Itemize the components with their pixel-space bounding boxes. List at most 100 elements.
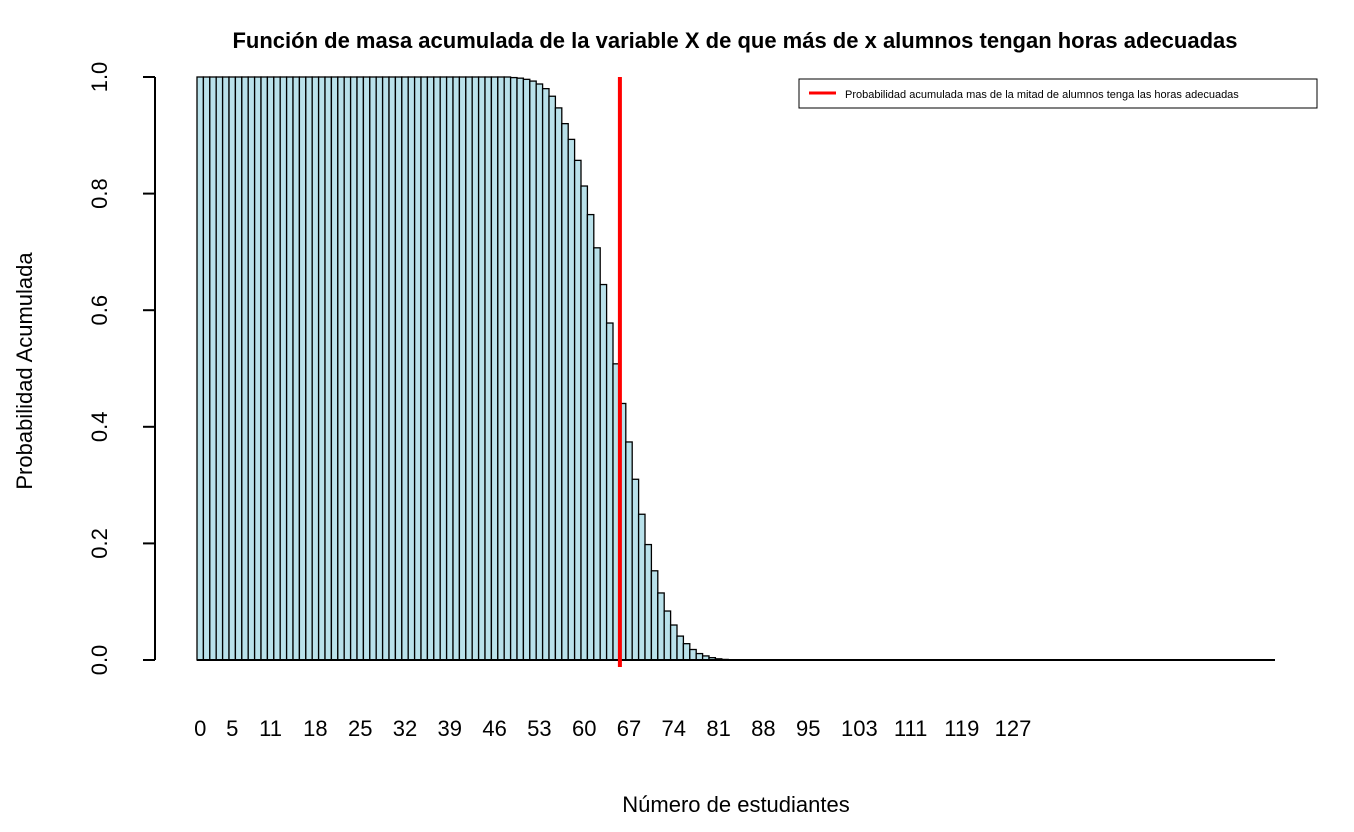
x-tick-label-4: 25 <box>348 716 372 741</box>
bar-0 <box>197 77 203 660</box>
bar-26 <box>363 77 369 660</box>
bar-42 <box>466 77 472 660</box>
bar-54 <box>543 89 549 660</box>
bar-35 <box>421 77 427 660</box>
bar-40 <box>453 77 459 660</box>
bar-11 <box>267 77 273 660</box>
x-tick-label-8: 53 <box>527 716 551 741</box>
bar-56 <box>555 108 561 660</box>
bars-group <box>197 77 747 660</box>
bar-69 <box>639 514 645 660</box>
bar-52 <box>530 81 536 660</box>
bar-61 <box>587 215 593 660</box>
bar-49 <box>511 78 517 660</box>
x-tick-label-11: 74 <box>662 716 686 741</box>
x-tick-label-16: 111 <box>894 716 927 741</box>
bar-63 <box>600 285 606 660</box>
x-tick-label-2: 11 <box>259 716 282 741</box>
bar-16 <box>299 77 305 660</box>
bar-51 <box>523 79 529 660</box>
bar-55 <box>549 96 555 660</box>
legend: Probabilidad acumulada mas de la mitad d… <box>799 79 1317 108</box>
bar-64 <box>607 323 613 660</box>
bar-34 <box>415 77 421 660</box>
bar-5 <box>229 77 235 660</box>
bar-17 <box>306 77 312 660</box>
y-axis-label: Probabilidad Acumulada <box>12 252 37 490</box>
legend-label: Probabilidad acumulada mas de la mitad d… <box>845 89 1239 101</box>
bar-53 <box>536 84 542 660</box>
x-axis-label: Número de estudiantes <box>622 792 849 817</box>
bar-8 <box>248 77 254 660</box>
y-tick-label-0: 0.0 <box>87 645 112 676</box>
x-tick-label-17: 119 <box>944 716 979 741</box>
y-tick-label-4: 0.8 <box>87 178 112 209</box>
bar-77 <box>690 650 696 660</box>
bar-60 <box>581 186 587 660</box>
bar-37 <box>434 77 440 660</box>
y-tick-label-3: 0.6 <box>87 295 112 326</box>
x-tick-label-9: 60 <box>572 716 596 741</box>
x-tick-label-5: 32 <box>393 716 417 741</box>
bar-12 <box>274 77 280 660</box>
bar-18 <box>312 77 318 660</box>
bar-41 <box>459 77 465 660</box>
y-tick-label-5: 1.0 <box>87 62 112 93</box>
bar-76 <box>683 644 689 660</box>
bar-15 <box>293 77 299 660</box>
bar-39 <box>447 77 453 660</box>
bar-10 <box>261 77 267 660</box>
bar-72 <box>658 593 664 660</box>
bar-24 <box>351 77 357 660</box>
bar-38 <box>440 77 446 660</box>
bar-44 <box>479 77 485 660</box>
bar-21 <box>331 77 337 660</box>
bar-74 <box>671 625 677 660</box>
bar-57 <box>562 124 568 660</box>
bar-14 <box>287 77 293 660</box>
bar-62 <box>594 248 600 660</box>
bar-50 <box>517 78 523 660</box>
bar-27 <box>370 77 376 660</box>
bar-73 <box>664 611 670 660</box>
y-tick-label-2: 0.4 <box>87 412 112 443</box>
x-tick-label-13: 88 <box>751 716 775 741</box>
bar-20 <box>325 77 331 660</box>
bar-6 <box>235 77 241 660</box>
bar-43 <box>472 77 478 660</box>
bar-13 <box>280 77 286 660</box>
bar-48 <box>504 77 510 660</box>
x-tick-label-18: 127 <box>995 716 1032 741</box>
bar-29 <box>383 77 389 660</box>
y-axis: 0.00.20.40.60.81.0 <box>87 62 155 676</box>
bar-7 <box>242 77 248 660</box>
bar-45 <box>485 77 491 660</box>
bar-36 <box>427 77 433 660</box>
x-tick-label-3: 18 <box>303 716 327 741</box>
bar-22 <box>338 77 344 660</box>
bar-68 <box>632 479 638 660</box>
bar-33 <box>408 77 414 660</box>
x-tick-label-15: 103 <box>841 716 878 741</box>
bar-28 <box>376 77 382 660</box>
bar-47 <box>498 77 504 660</box>
bar-25 <box>357 77 363 660</box>
x-tick-label-1: 5 <box>226 716 238 741</box>
x-tick-label-7: 46 <box>482 716 506 741</box>
bar-58 <box>568 139 574 660</box>
bar-75 <box>677 636 683 660</box>
bar-59 <box>575 160 581 660</box>
bar-2 <box>210 77 216 660</box>
x-tick-label-14: 95 <box>796 716 820 741</box>
bar-9 <box>255 77 261 660</box>
x-tick-label-6: 39 <box>438 716 462 741</box>
bar-19 <box>319 77 325 660</box>
bar-32 <box>402 77 408 660</box>
bar-70 <box>645 545 651 660</box>
x-tick-label-12: 81 <box>706 716 730 741</box>
bar-46 <box>491 77 497 660</box>
bar-3 <box>216 77 222 660</box>
